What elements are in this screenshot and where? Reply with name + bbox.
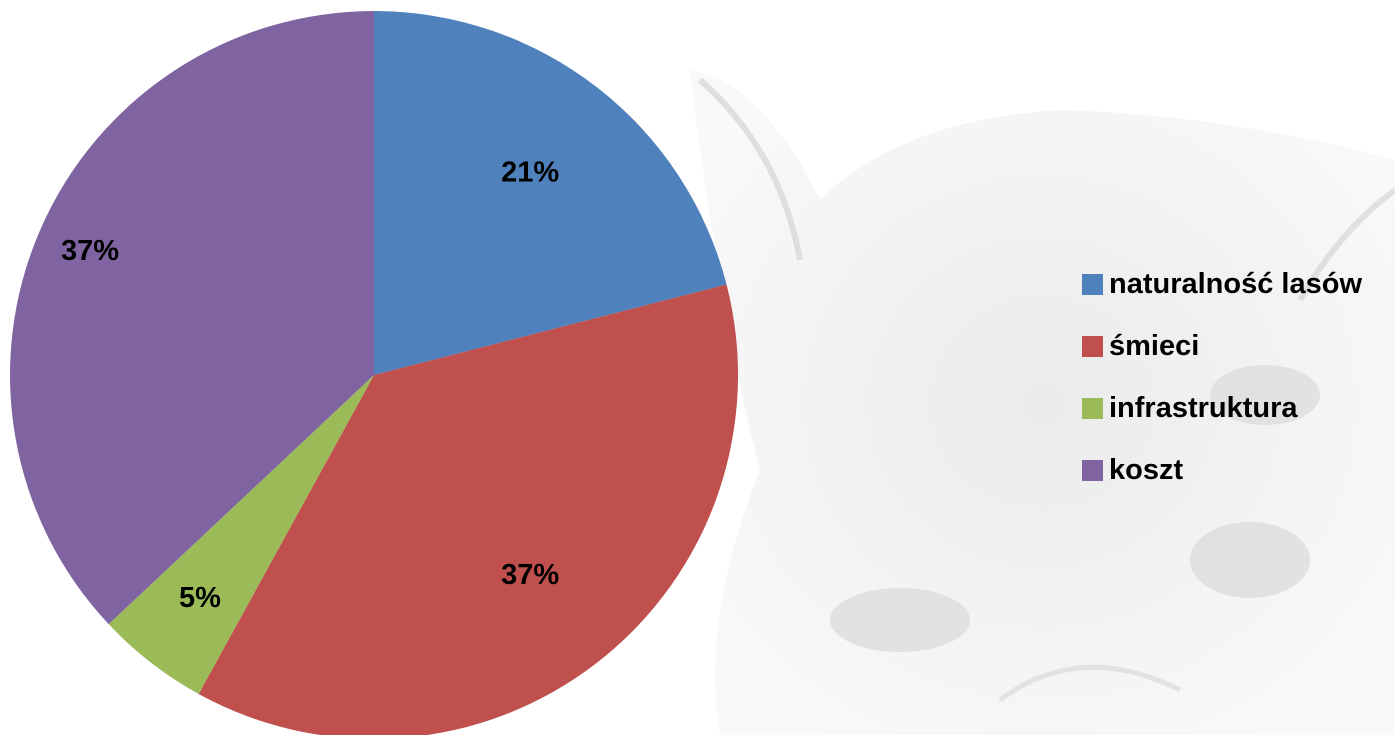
legend-swatch-naturalnosc-lasow bbox=[1082, 273, 1103, 295]
legend-entry-koszt: koszt bbox=[1082, 448, 1392, 492]
legend-entry-infrastruktura: infrastruktura bbox=[1082, 386, 1392, 430]
legend-swatch-smieci bbox=[1082, 335, 1103, 357]
legend-swatch-infrastruktura bbox=[1082, 397, 1103, 419]
pie-slice-infrastruktura bbox=[108, 375, 374, 694]
pie-slice-smieci bbox=[198, 284, 738, 735]
legend-label-koszt: koszt bbox=[1109, 453, 1184, 486]
legend-swatch-koszt bbox=[1082, 459, 1103, 481]
legend-entry-smieci: śmieci bbox=[1082, 324, 1392, 368]
data-label-infrastruktura: 5% bbox=[179, 582, 221, 614]
pie-slice-koszt bbox=[9, 11, 374, 625]
chart-legend: naturalność lasów śmieci infrastruktura … bbox=[1082, 262, 1392, 510]
legend-label-naturalnosc-lasow: naturalność lasów bbox=[1109, 267, 1363, 300]
legend-entry-naturalnosc-lasow: naturalność lasów bbox=[1082, 262, 1392, 306]
data-label-naturalnosc-lasow: 21% bbox=[501, 156, 559, 188]
pie-slice-naturalnosc-lasow bbox=[374, 11, 727, 375]
data-label-smieci: 37% bbox=[501, 559, 559, 591]
legend-label-infrastruktura: infrastruktura bbox=[1109, 391, 1298, 424]
data-label-koszt: 37% bbox=[61, 235, 119, 267]
legend-label-smieci: śmieci bbox=[1109, 329, 1200, 362]
